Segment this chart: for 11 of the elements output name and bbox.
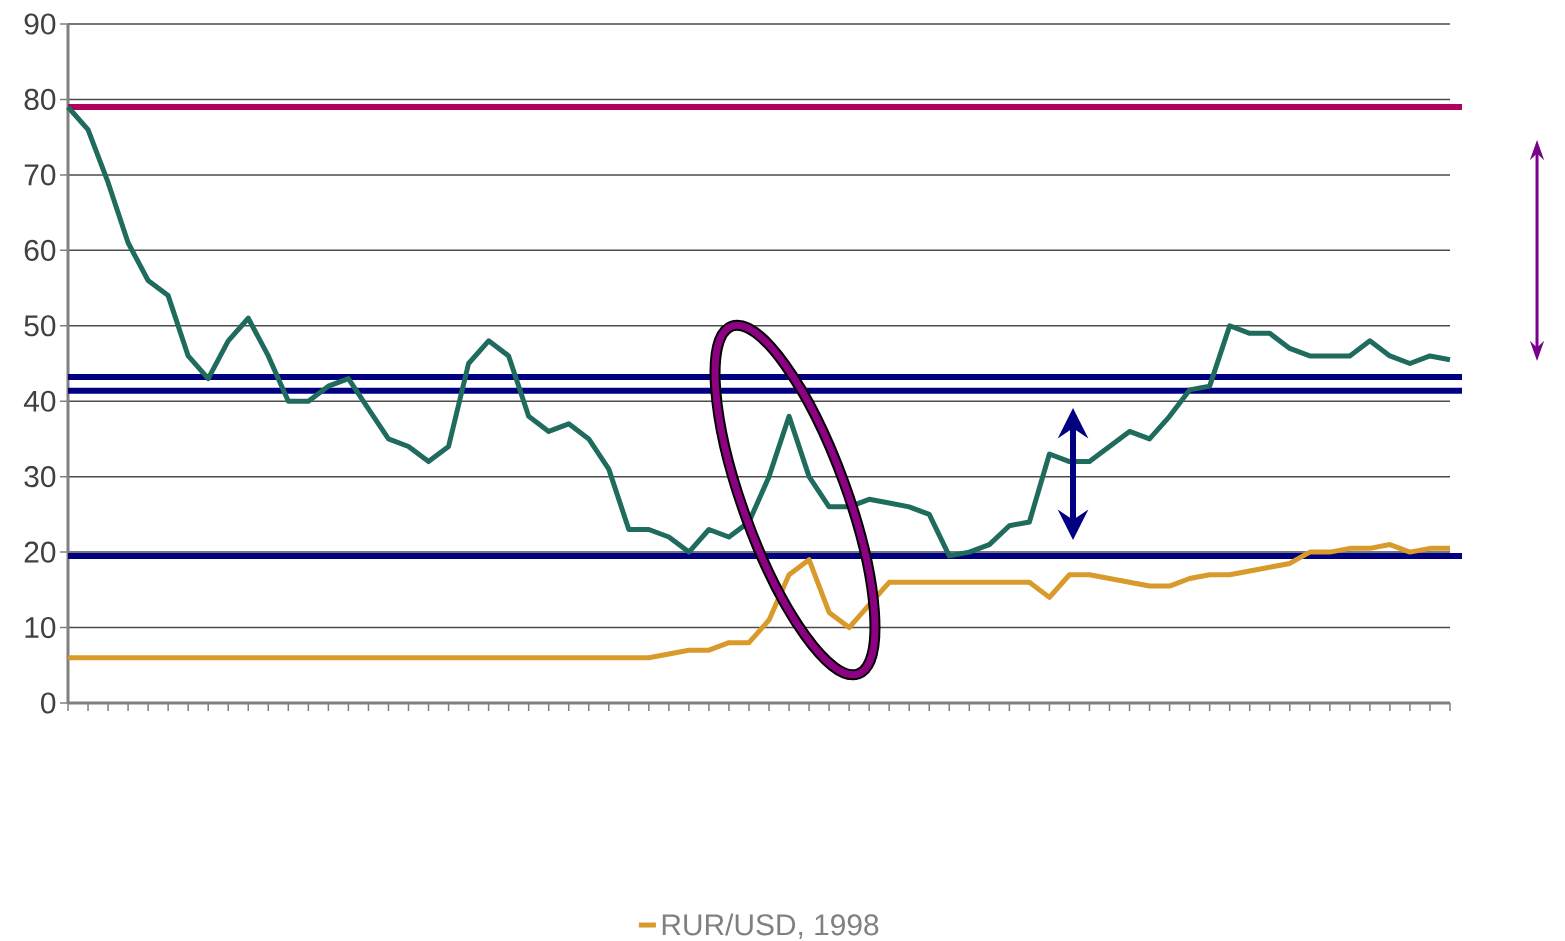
y-tick-label: 20 [24,541,56,563]
legend-label: RUR/USD, 1998 [662,913,879,939]
y-tick-label: 40 [23,390,56,412]
y-tick-label: 50 [24,315,56,337]
y-tick-label: 60 [24,239,56,261]
y-tick-label: 90 [24,13,56,35]
y-tick-label: 10 [25,616,56,639]
y-tick-label: 0 [41,692,56,714]
y-tick-label: 30 [24,466,56,488]
y-tick-label: 80 [24,88,56,111]
y-tick-label: 70 [24,164,56,186]
